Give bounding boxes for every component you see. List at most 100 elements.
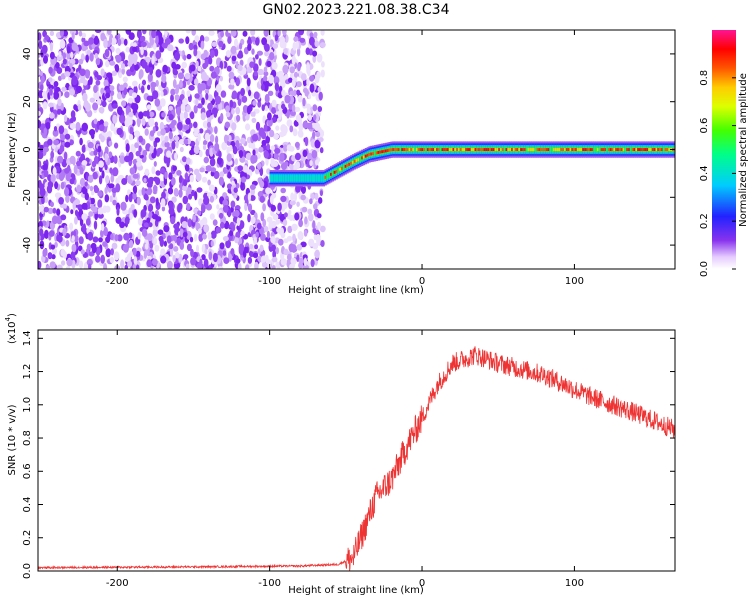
spectrogram-noise-cell: [315, 233, 321, 243]
spectrogram-noise-cell: [261, 262, 268, 268]
spectrogram-noise-cell: [320, 30, 325, 36]
spectrogram-noise-cell: [168, 114, 174, 121]
spectrogram-track-peak: [607, 148, 611, 151]
spectrogram-track-peak: [472, 148, 475, 151]
spectrogram-noise-cell: [230, 200, 236, 208]
spectrogram-noise-cell: [304, 89, 309, 97]
spectrogram-noise-cell: [226, 183, 233, 190]
spectrogram-noise-cell: [60, 102, 64, 111]
x-tick-label: -100: [258, 276, 281, 287]
spectrogram-noise-cell: [307, 114, 312, 121]
spectrogram-noise-cell: [224, 121, 231, 129]
spectrogram-noise-cell: [87, 141, 94, 149]
spectrogram-noise-cell: [132, 264, 136, 269]
spectrogram-noise-cell: [202, 62, 208, 70]
spectrogram-track-peak: [626, 148, 629, 151]
spectrogram-noise-cell: [81, 122, 89, 132]
spectrogram-noise-cell: [179, 228, 184, 238]
spectrogram-track-peak: [650, 148, 653, 151]
spectrogram-noise-cell: [116, 206, 120, 216]
spectrogram-noise-cell: [155, 35, 159, 45]
spectrogram-noise-cell: [254, 37, 260, 46]
spectrogram-track-peak: [394, 148, 397, 151]
spectrogram-track-peak: [459, 148, 463, 151]
spectrogram-noise-cell: [69, 155, 76, 165]
spectrogram-noise-cell: [201, 254, 206, 261]
spectrogram-noise-cell: [185, 263, 190, 269]
spectrogram-noise-cell: [220, 30, 225, 38]
spectrogram-noise-cell: [306, 108, 311, 114]
spectrogram-noise-cell: [182, 195, 189, 205]
spectrogram-track-cell: [320, 175, 324, 182]
spectrogram-noise-cell: [125, 30, 132, 35]
snr-y-scale-label: (x104): [4, 313, 18, 344]
spectrogram-noise-cell: [317, 221, 321, 230]
spectrogram-noise-cell: [146, 182, 153, 188]
spectrogram-noise-cell: [98, 124, 105, 132]
spectrogram-noise-cell: [250, 154, 256, 164]
spectrogram-noise-cell: [96, 75, 103, 81]
spectrogram-noise-cell: [142, 150, 147, 156]
spectrogram-noise-cell: [151, 55, 155, 65]
spectrogram-track-peak: [478, 148, 481, 151]
spectrogram-noise-cell: [251, 117, 257, 123]
spectrogram-noise-cell: [283, 47, 288, 55]
spectrogram-noise-cell: [280, 258, 287, 266]
spectrogram-noise-cell: [205, 203, 212, 211]
spectrogram-noise-cell: [58, 197, 64, 205]
spectrogram-noise-cell: [210, 71, 217, 79]
spectrogram-noise-cell: [189, 64, 196, 72]
spectrogram-noise-cell: [225, 135, 229, 142]
spectrogram-track-peak: [635, 148, 638, 151]
spectrogram-noise-cell: [134, 142, 140, 149]
spectrogram-noise-cell: [249, 243, 254, 250]
spectrogram-noise-cell: [77, 245, 83, 252]
spectrogram-noise-cell: [115, 216, 122, 224]
spectrogram-noise-cell: [160, 134, 165, 143]
spectrogram-noise-cell: [120, 201, 127, 211]
spectrogram-noise-cell: [127, 260, 133, 268]
spectrogram-noise-cell: [281, 103, 286, 110]
spectrogram-track-cell: [309, 175, 313, 182]
spectrogram-noise-cell: [120, 63, 126, 70]
spectrogram-noise-cell: [292, 128, 298, 137]
spectrogram-noise-cell: [106, 72, 113, 79]
spectrogram-noise-cell: [203, 196, 210, 205]
spectrogram-noise-cell: [242, 105, 249, 113]
spectrogram-noise-cell: [230, 30, 237, 37]
spectrogram-noise-cell: [269, 52, 275, 61]
spectrogram-noise-cell: [81, 160, 88, 166]
spectrogram-track-peak: [496, 148, 499, 151]
spectrogram-noise-cell: [131, 92, 138, 98]
spectrogram-track-peak: [505, 148, 508, 151]
spectrogram-noise-cell: [222, 250, 227, 256]
spectrogram-noise-cell: [234, 205, 241, 211]
spectrogram-noise-cell: [169, 243, 174, 250]
spectrogram-noise-cell: [128, 239, 134, 249]
spectrogram-noise-cell: [317, 106, 323, 112]
spectrogram-noise-cell: [206, 110, 211, 118]
spectrogram-noise-cell: [58, 125, 65, 134]
spectrogram-noise-cell: [202, 144, 207, 151]
spectrogram-noise-cell: [247, 213, 251, 223]
spectrogram-noise-cell: [149, 37, 155, 46]
spectrogram-noise-cell: [304, 216, 308, 225]
spectrogram-noise-cell: [113, 155, 118, 164]
spectrogram-noise-cell: [269, 195, 274, 205]
spectrogram-track-peak: [474, 148, 477, 151]
spectrogram-noise-cell: [123, 232, 130, 241]
spectrogram-noise-cell: [97, 207, 104, 215]
spectrogram-noise-cell: [62, 228, 67, 236]
spectrogram-noise-cell: [144, 194, 149, 201]
spectrogram-noise-cell: [38, 151, 44, 160]
spectrogram-noise-cell: [272, 133, 280, 140]
spectrogram-noise-cell: [139, 36, 144, 42]
spectrogram-noise-cell: [49, 87, 53, 96]
spectrogram-noise-cell: [184, 73, 191, 80]
spectrogram-noise-cell: [309, 198, 313, 205]
spectrogram-noise-cell: [271, 116, 277, 123]
spectrogram-track-peak: [333, 170, 336, 174]
spectrogram-noise-cell: [58, 51, 62, 57]
spectrogram-noise-cell: [297, 129, 304, 138]
spectrogram-noise-cell: [197, 228, 202, 235]
